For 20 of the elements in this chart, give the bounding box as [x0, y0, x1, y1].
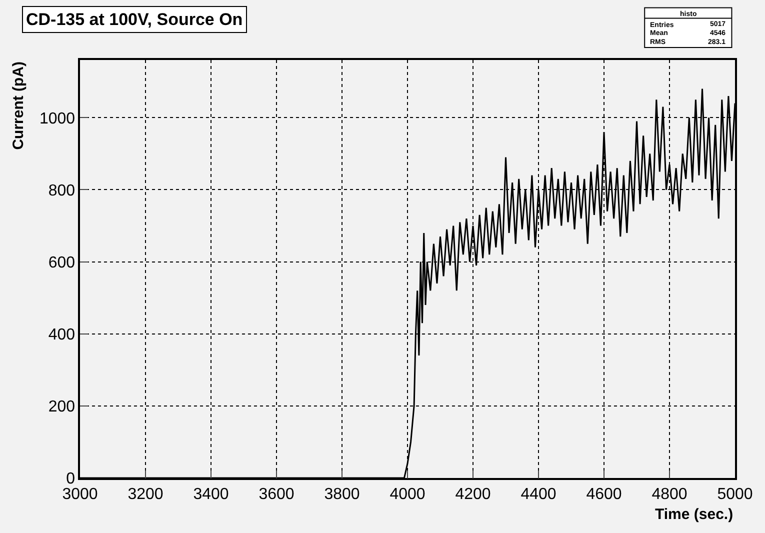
x-tick-label: 3600	[258, 486, 294, 503]
x-tick-label: 4200	[455, 486, 491, 503]
x-tick-label: 4800	[652, 486, 688, 503]
y-tick-label: 1000	[39, 110, 76, 128]
chart-title: CD-135 at 100V, Source On	[26, 10, 243, 29]
x-tick-label: 5000	[717, 486, 753, 503]
y-tick-label: 800	[48, 182, 76, 200]
y-tick-label: 0	[66, 470, 76, 488]
x-tick-label: 4600	[586, 486, 622, 503]
y-axis-title: Current (pA)	[10, 61, 27, 150]
x-tick-label: 3000	[62, 486, 98, 503]
y-tick-label: 200	[48, 398, 76, 416]
x-tick-label: 4400	[520, 486, 556, 503]
y-tick-label: 600	[48, 254, 76, 272]
x-axis-title: Time (sec.)	[655, 506, 734, 523]
x-tick-label: 3200	[128, 486, 164, 503]
x-tick-label: 3400	[193, 486, 229, 503]
x-tick-label: 3800	[324, 486, 360, 503]
x-tick-label: 4000	[390, 486, 426, 503]
y-tick-label: 400	[48, 326, 76, 344]
